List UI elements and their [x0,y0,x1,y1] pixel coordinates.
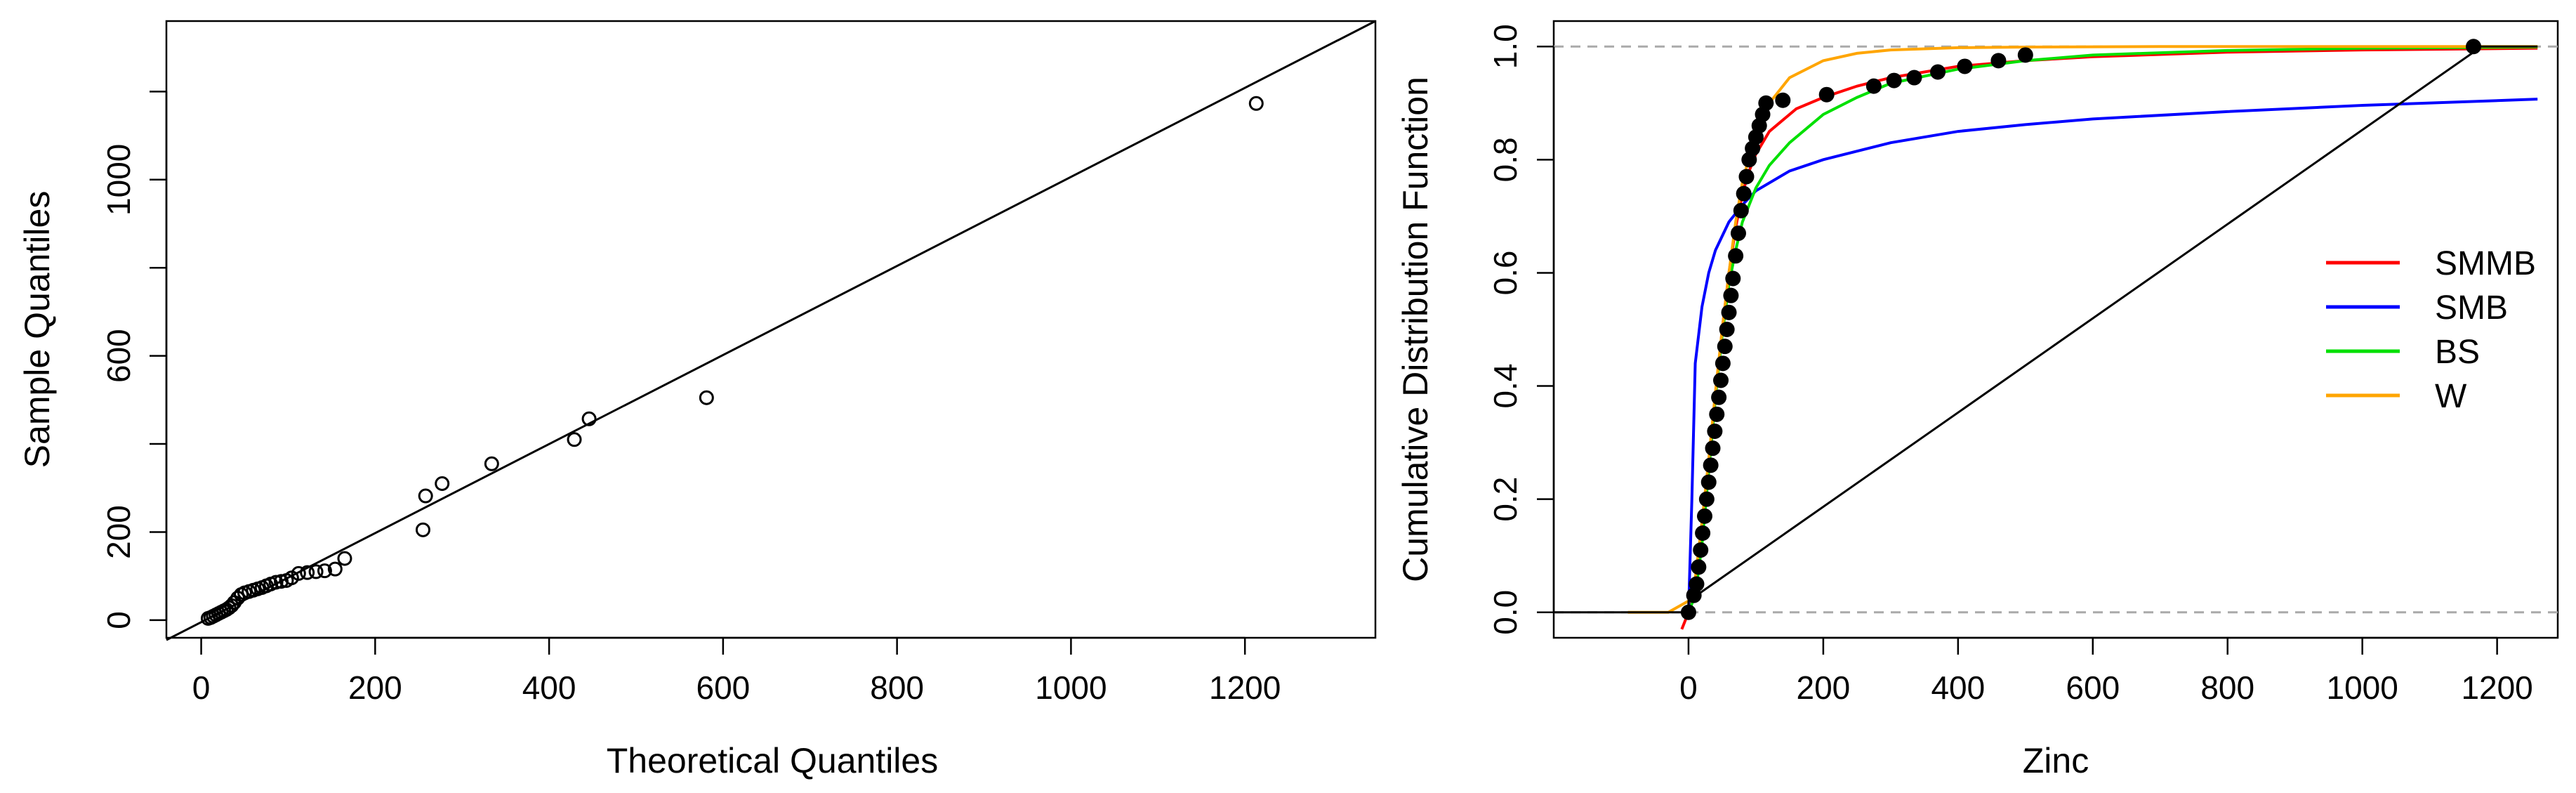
qq-point [484,456,499,471]
cdf-x-tick-label: 800 [2200,669,2254,706]
qq-reference-line [166,20,1376,641]
qq-x-axis: 0 200 400 600 800 1000 1200 [192,636,1281,706]
qq-x-tick-label: 800 [870,669,924,706]
cdf-y-tick-label: 1.0 [1487,24,1524,69]
cdf-y-tick-label: 0.4 [1487,364,1524,409]
cdf-point [1711,389,1727,405]
cdf-point [1725,270,1741,287]
qq-point [581,411,597,426]
qq-point [291,565,306,581]
qq-x-tick-label: 0 [192,669,211,706]
cdf-x-tick-label: 0 [1679,669,1698,706]
cdf-point [1698,491,1715,507]
cdf-point [1717,339,1733,355]
qq-y-axis-title: Sample Quantiles [18,191,57,468]
qq-x-tick-label: 1200 [1209,669,1281,706]
legend-label-w: W [2435,378,2467,415]
cdf-point [1689,576,1705,592]
cdf-point [1680,604,1696,620]
cdf-point [1700,474,1717,490]
qq-point [337,551,352,566]
series-line-bs [1682,46,2538,614]
cdf-point [1707,423,1723,439]
cdf-point [1695,525,1711,541]
cdf-point [1730,225,1746,242]
cdf-x-tick-label: 200 [1797,669,1851,706]
legend-label-bs: BS [2435,334,2480,371]
qq-point [317,563,332,579]
cdf-point [1691,559,1707,575]
qq-y-tick-label: 600 [100,329,137,383]
qq-plot-panel: 0 200 400 600 800 1000 1200 0 200 600 1000 Theore… [18,20,1377,780]
qq-point [308,564,324,579]
cdf-point [1721,304,1737,320]
qq-y-tick-label: 1000 [100,144,137,216]
qq-y-axis: 0 200 600 1000 [100,91,168,629]
cdf-point [2017,47,2033,63]
qq-point [268,575,284,590]
cdf-point [1713,372,1729,388]
qq-point [327,561,343,577]
cdf-point [1990,53,2007,69]
cdf-y-axis: 0.0 0.2 0.4 0.6 0.8 1.0 [1487,24,1555,635]
cdf-series [1554,45,2538,630]
qq-point [1248,96,1264,111]
cdf-point [1693,542,1709,558]
cdf-point [1709,406,1725,422]
cdf-point [1705,440,1721,457]
series-line-empirical [1554,45,2538,614]
cdf-point [1930,64,1946,80]
cdf-point [1865,78,1882,94]
qq-x-tick-label: 400 [522,669,576,706]
qq-x-tick-label: 1000 [1035,669,1107,706]
qq-point [567,432,582,447]
cdf-x-axis-title: Zinc [2023,741,2089,780]
cdf-point [1886,72,1902,89]
cdf-y-tick-label: 0.0 [1487,590,1524,635]
qq-y-tick-label: 0 [100,611,137,629]
qq-y-tick-label: 200 [100,505,137,559]
qq-point [418,488,433,504]
cdf-point [1738,169,1755,185]
cdf-y-tick-label: 0.6 [1487,250,1524,295]
series-line-smb [1686,98,2538,612]
qq-points [200,96,1264,626]
cdf-point [1719,322,1735,337]
cdf-point [1703,457,1719,473]
qq-point [435,476,450,491]
cdf-x-axis: 0 200 400 600 800 1000 1200 [1679,636,2533,706]
cdf-x-tick-label: 400 [1931,669,1985,706]
cdf-point [1736,185,1752,202]
cdf-plot-panel: 0 200 400 600 800 1000 1200 0.0 0.2 0.4 0.6 0.8 1.0… [1396,20,2559,780]
qq-point [300,565,315,580]
cdf-point [1723,287,1739,303]
cdf-point [1818,86,1835,103]
cdf-point [1957,58,1973,74]
cdf-x-tick-label: 600 [2066,669,2120,706]
cdf-points [1680,39,2482,620]
cdf-legend: SMMB SMB BS W [2326,245,2536,415]
cdf-point [1733,202,1749,218]
cdf-y-tick-label: 0.2 [1487,477,1524,522]
qq-x-axis-title: Theoretical Quantiles [607,741,938,780]
cdf-point [1906,70,1922,86]
cdf-y-tick-label: 0.8 [1487,137,1524,182]
cdf-x-tick-label: 1000 [2327,669,2398,706]
cdf-point [1696,508,1712,524]
cdf-x-tick-label: 1200 [2461,669,2532,706]
qq-x-tick-label: 600 [696,669,750,706]
legend-label-smb: SMB [2435,289,2508,327]
legend-label-smmb: SMMB [2435,245,2536,282]
cdf-point [1758,95,1774,111]
qq-x-tick-label: 200 [348,669,402,706]
cdf-point [1715,355,1731,372]
cdf-point [1728,248,1744,264]
series-line-smmb [1680,46,2538,630]
qq-point [415,522,430,537]
cdf-y-axis-title: Cumulative Distribution Function [1396,77,1435,582]
cdf-point [2466,39,2482,55]
qq-point [699,390,714,405]
cdf-point [1775,92,1791,108]
